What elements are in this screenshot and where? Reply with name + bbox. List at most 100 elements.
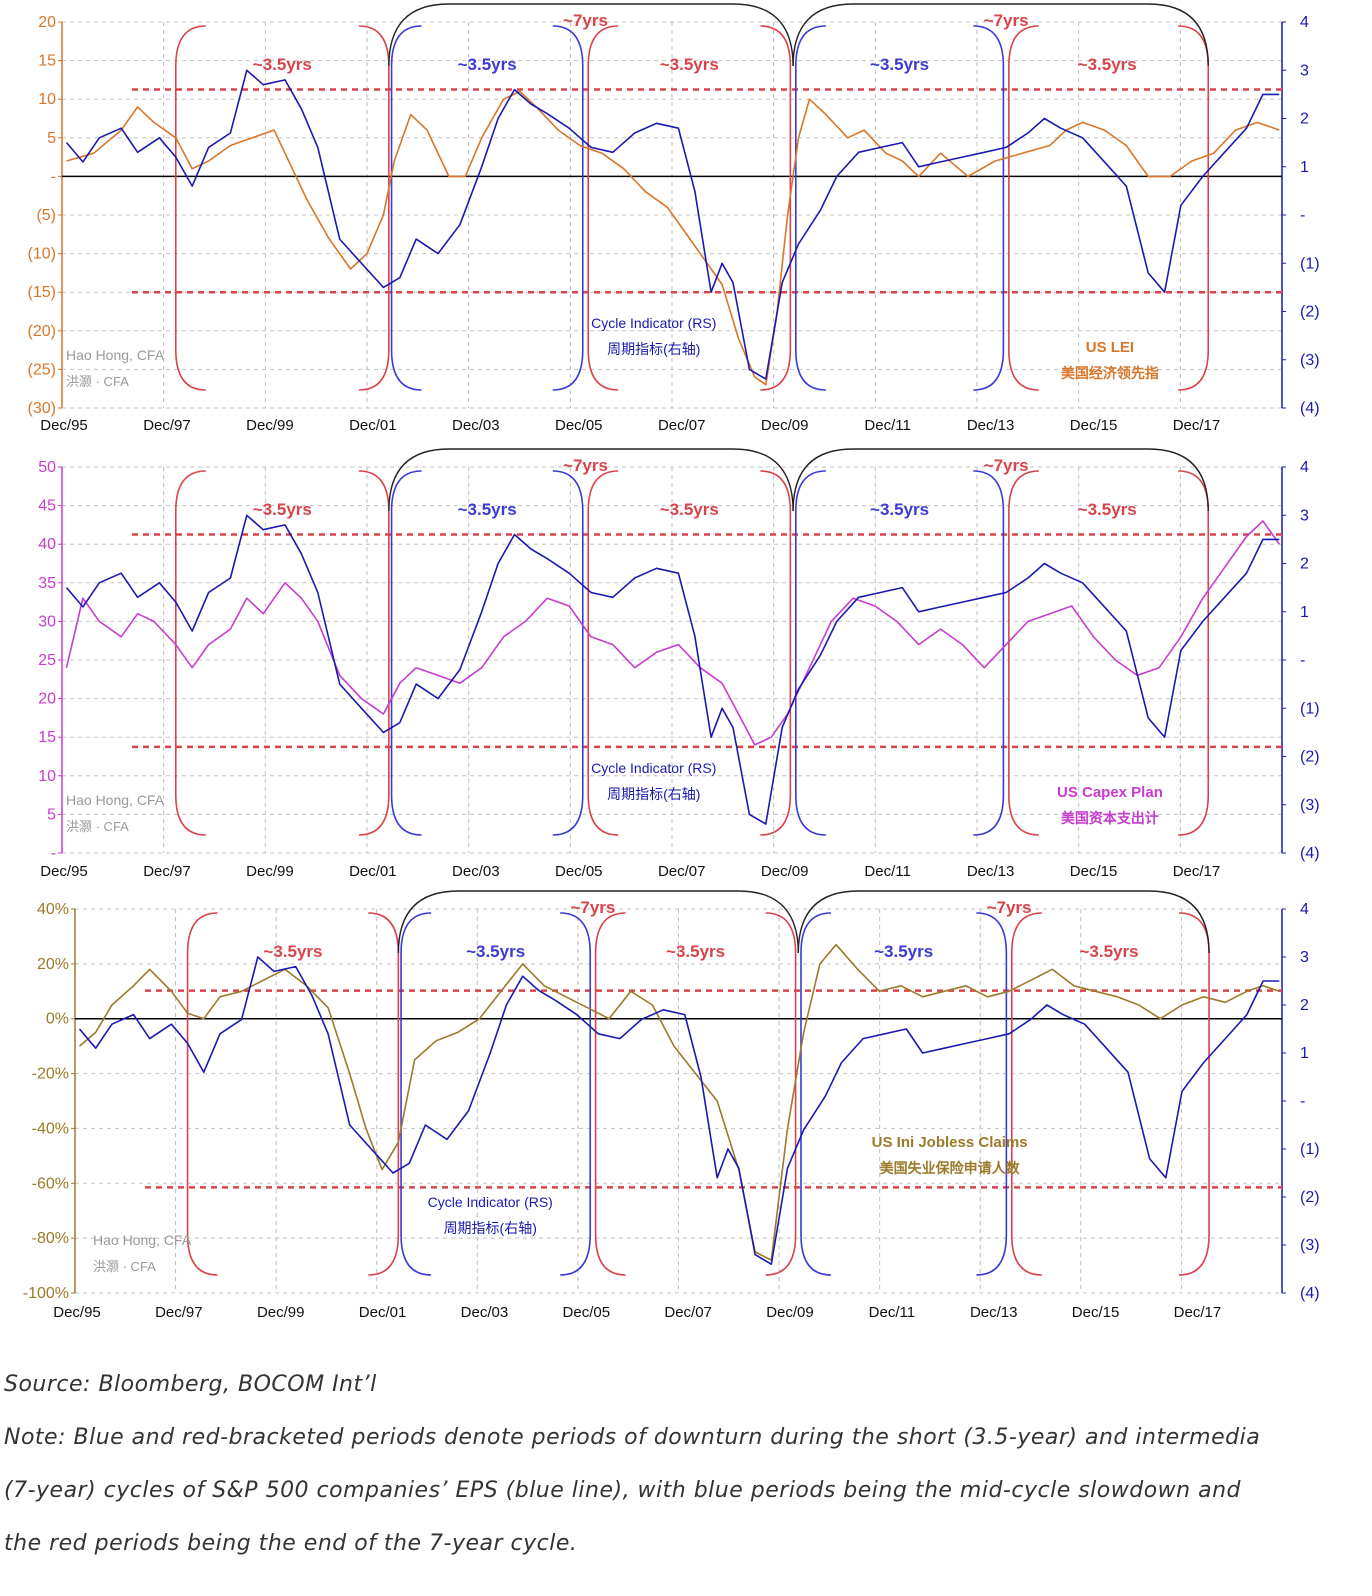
lei-x-tick-label: Dec/09 xyxy=(761,417,809,434)
lei-x-tick-label: Dec/11 xyxy=(864,417,910,434)
capex-left-tick-label: 50 xyxy=(38,459,56,476)
capex-x-tick-label: Dec/99 xyxy=(246,863,294,880)
lei-left-tick-label: 10 xyxy=(38,91,56,108)
lei-long-cycle-label: ~7yrs xyxy=(563,11,608,30)
capex-x-tick-label: Dec/07 xyxy=(658,863,706,880)
jobless-blue-bracket xyxy=(560,912,592,1276)
jobless-cycle-label: Cycle Indicator (RS) xyxy=(428,1194,553,1210)
capex-red-bracket xyxy=(1178,470,1210,836)
capex-left-tick-label: 35 xyxy=(38,575,56,592)
capex-long-cycle-label: ~7yrs xyxy=(984,456,1029,475)
capex-x-tick-label: Dec/17 xyxy=(1173,863,1221,880)
jobless-red-bracket xyxy=(594,912,626,1276)
lei-short-cycle-label: ~3.5yrs xyxy=(870,55,929,74)
lei-red-bracket xyxy=(358,25,390,391)
lei-short-cycle-label: ~3.5yrs xyxy=(458,55,517,74)
lei-red-bracket xyxy=(1008,25,1039,391)
capex-series-left xyxy=(65,520,1280,746)
jobless-left-tick-label: -40% xyxy=(32,1120,69,1137)
capex-author: Hao Hong, CFA xyxy=(66,792,165,808)
jobless-right-tick-label: (3) xyxy=(1300,1237,1320,1254)
capex-cycle-label-cn: 周期指标(右轴) xyxy=(607,786,700,802)
lei-cycle-label-cn: 周期指标(右轴) xyxy=(607,341,700,357)
capex-short-cycle-label: ~3.5yrs xyxy=(660,500,719,519)
capex-cycle-label: Cycle Indicator (RS) xyxy=(591,760,716,776)
capex-left-tick-label: 30 xyxy=(38,613,56,630)
jobless-right-tick-label: 4 xyxy=(1300,901,1309,918)
capex-right-tick-label: 4 xyxy=(1300,459,1309,476)
lei-blue-bracket xyxy=(795,25,826,391)
jobless-right-tick-label: - xyxy=(1300,1093,1305,1110)
jobless-x-tick-label: Dec/95 xyxy=(53,1304,101,1321)
jobless-x-tick-label: Dec/03 xyxy=(461,1304,509,1321)
jobless-author: Hao Hong, CFA xyxy=(93,1232,192,1248)
capex-blue-bracket xyxy=(390,470,422,836)
lei-left-tick-label: (20) xyxy=(28,323,56,340)
lei-seven-year-arc xyxy=(792,3,1209,67)
lei-author: Hao Hong, CFA xyxy=(66,347,165,363)
lei-left-tick-label: (30) xyxy=(28,400,56,417)
capex-left-tick-label: 5 xyxy=(47,806,56,823)
jobless-left-series-label: US Ini Jobless Claims xyxy=(872,1134,1028,1151)
capex-short-cycle-label: ~3.5yrs xyxy=(1078,500,1137,519)
lei-right-tick-label: 4 xyxy=(1300,14,1309,31)
capex-left-tick-label: 25 xyxy=(38,652,56,669)
lei-left-series-label-cn: 美国经济领先指 xyxy=(1061,365,1159,381)
caption-note-line3: the red periods being the end of the 7-y… xyxy=(4,1531,578,1556)
lei-right-tick-label: (3) xyxy=(1300,352,1320,369)
lei-right-tick-label: 2 xyxy=(1300,111,1309,128)
lei-author-cn: 洪灏 · CFA xyxy=(66,374,129,389)
jobless-left-tick-label: 0% xyxy=(46,1011,69,1028)
jobless-short-cycle-label: ~3.5yrs xyxy=(1080,942,1139,961)
jobless-x-tick-label: Dec/15 xyxy=(1072,1304,1120,1321)
jobless-right-tick-label: (4) xyxy=(1300,1285,1320,1302)
lei-left-tick-label: (15) xyxy=(28,284,56,301)
jobless-right-tick-label: (1) xyxy=(1300,1141,1320,1158)
jobless-seven-year-arc xyxy=(797,890,1210,954)
jobless-x-tick-label: Dec/13 xyxy=(970,1304,1018,1321)
capex-x-tick-label: Dec/01 xyxy=(349,863,397,880)
jobless-red-bracket xyxy=(1010,912,1042,1276)
caption-source: Source: Bloomberg, BOCOM Int’l xyxy=(4,1372,377,1397)
lei-left-tick-label: (25) xyxy=(28,361,56,378)
lei-red-bracket xyxy=(174,25,206,391)
chart-stack: 2015105-(5)(10)(15)(20)(25)(30)4321-(1)(… xyxy=(23,3,1320,1321)
lei-cycle-label: Cycle Indicator (RS) xyxy=(591,315,716,331)
jobless-left-tick-label: 20% xyxy=(37,956,69,973)
capex-red-bracket xyxy=(587,470,619,836)
lei-series-left xyxy=(66,90,1280,386)
capex-x-tick-label: Dec/09 xyxy=(761,863,809,880)
lei-x-tick-label: Dec/15 xyxy=(1070,417,1118,434)
jobless-x-tick-label: Dec/11 xyxy=(869,1304,915,1321)
capex-red-bracket xyxy=(760,470,792,836)
lei-x-tick-label: Dec/99 xyxy=(246,417,294,434)
lei-left-tick-label: 20 xyxy=(38,14,56,31)
capex-left-tick-label: 10 xyxy=(38,768,56,785)
lei-series-cycle-indicator xyxy=(65,69,1280,380)
jobless-left-tick-label: 40% xyxy=(37,901,69,918)
jobless-red-bracket xyxy=(368,912,400,1276)
capex-right-tick-label: - xyxy=(1300,652,1305,669)
caption-note-line1: Note: Blue and red-bracketed periods den… xyxy=(4,1425,1261,1450)
lei-x-tick-label: Dec/01 xyxy=(349,417,397,434)
jobless-left-tick-label: -80% xyxy=(32,1230,69,1247)
jobless-left-tick-label: -20% xyxy=(32,1066,69,1083)
lei-blue-bracket xyxy=(552,25,584,391)
jobless-blue-bracket xyxy=(400,912,432,1276)
capex-blue-bracket xyxy=(552,470,584,836)
lei-x-tick-label: Dec/03 xyxy=(452,417,500,434)
capex-left-tick-label: 15 xyxy=(38,729,56,746)
lei-x-tick-label: Dec/97 xyxy=(143,417,191,434)
capex-series-cycle-indicator xyxy=(65,514,1280,825)
lei-short-cycle-label: ~3.5yrs xyxy=(660,55,719,74)
capex-right-tick-label: 3 xyxy=(1300,507,1309,524)
jobless-short-cycle-label: ~3.5yrs xyxy=(874,942,933,961)
lei-x-tick-label: Dec/07 xyxy=(658,417,706,434)
jobless-series-cycle-indicator xyxy=(78,956,1280,1265)
lei-red-bracket xyxy=(587,25,619,391)
capex-x-tick-label: Dec/97 xyxy=(143,863,191,880)
capex-long-cycle-label: ~7yrs xyxy=(563,456,608,475)
lei-left-tick-label: (10) xyxy=(28,246,56,263)
jobless-red-bracket xyxy=(1179,912,1210,1276)
jobless-red-bracket xyxy=(186,912,218,1276)
